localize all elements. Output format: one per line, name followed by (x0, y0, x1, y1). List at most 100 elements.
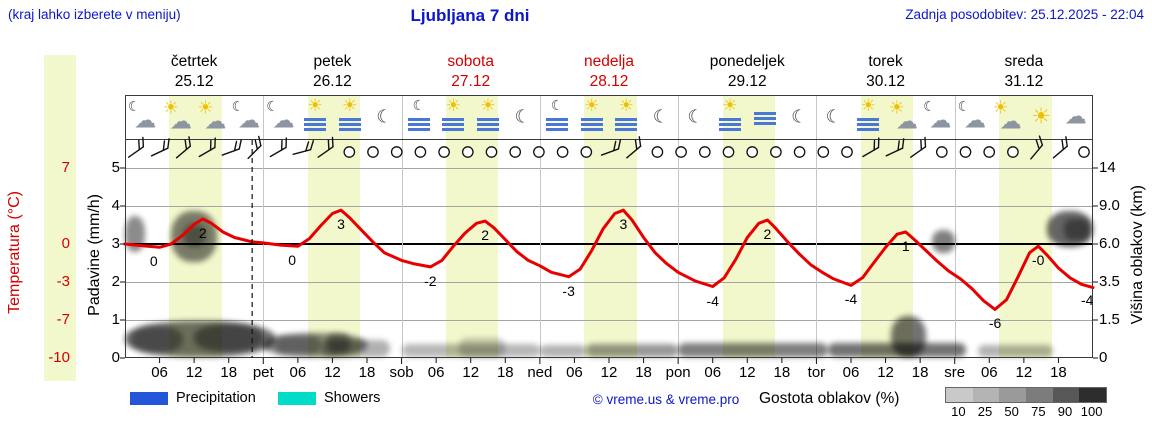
x-day-label: pon (665, 364, 691, 381)
weather-icon-cloud-moon: ☾ ☁ (124, 96, 160, 138)
weather-icon-fog-sun: ☀ (435, 96, 471, 138)
day-date: 28.12 (589, 73, 629, 90)
weather-icon-moon: ☾ (816, 96, 852, 138)
showers-label: Showers (324, 390, 381, 406)
temp-value-label: 3 (337, 216, 345, 233)
page-title: Ljubljana 7 dni (410, 6, 530, 25)
cloud-blob (274, 336, 321, 355)
weather-icon-fog-sun: ☀ (608, 96, 644, 138)
precip-axis-tick: 4 (111, 197, 120, 214)
weather-icon-sun-cloud: ☀ ☁ (989, 96, 1025, 138)
precip-axis-tick: 2 (111, 273, 120, 290)
temp-value-label: -6 (988, 315, 1002, 332)
x-tick-label: 12 (1015, 364, 1033, 381)
scale-segment (1052, 388, 1080, 402)
cloud-density-scale (945, 387, 1107, 403)
fog-line-icon (407, 118, 430, 121)
menu-hint: (kraj lahko izberete v meniju) (8, 7, 181, 22)
cloud-blob (459, 337, 506, 357)
weather-icon-sun-cloud: ☀ ☁ (193, 96, 229, 138)
x-tick-label: 06 (980, 364, 998, 381)
grid-line (125, 168, 1093, 169)
moon-icon: ☾ (923, 99, 936, 115)
credit-link[interactable]: © vreme.us & vreme.pro (592, 392, 740, 407)
fog-line-icon (857, 123, 880, 126)
fog-line-icon (304, 118, 327, 121)
temp-axis-tick: -10 (48, 349, 70, 366)
fog-line-icon (338, 118, 361, 121)
moon-icon: ☾ (652, 106, 669, 128)
cloud-icon: ☁ (169, 109, 192, 135)
scale-tick-label: 90 (1057, 404, 1073, 419)
cloud-blob (320, 340, 391, 357)
x-tick-label: 06 (427, 364, 445, 381)
temp-value-label: -0 (1032, 252, 1045, 269)
cloud-icon: ☁ (929, 108, 952, 134)
icon-band-divider (125, 139, 1093, 140)
sun-icon: ☀ (342, 96, 358, 116)
weather-icon-moon: ☾ (366, 96, 402, 138)
cloud-blob (263, 332, 367, 357)
cloud-blob (678, 342, 828, 357)
x-tick-label: 06 (704, 364, 722, 381)
moon-icon: ☾ (791, 106, 808, 128)
cloud-icon: ☁ (895, 109, 918, 135)
day-name: nedelja (584, 53, 634, 70)
cloud-icon: ☁ (999, 109, 1022, 135)
weather-icon-fog-sun: ☀ (332, 96, 368, 138)
moon-icon: ☾ (550, 98, 564, 114)
precip-axis-tick: 5 (111, 159, 120, 176)
x-day-label: tor (807, 364, 826, 381)
weather-icon-cloud-moon: ☾ ☁ (919, 96, 955, 138)
day-name: četrtek (170, 53, 218, 70)
sun-icon: ☀ (888, 97, 905, 119)
cloud-axis-tick: 0 (1099, 349, 1108, 366)
cloud-axis-tick: 3.5 (1099, 273, 1120, 290)
precip-axis-tick: 0 (111, 349, 120, 366)
temp-value-label: -4 (844, 291, 858, 308)
cloud-icon: ☁ (964, 108, 986, 134)
cloud-icon: ☁ (1064, 104, 1087, 130)
fog-line-icon (477, 123, 499, 126)
weather-icon-sun-cloud: ☀ ☁ (159, 96, 195, 138)
weather-icon-fog-moon: ☾ (539, 96, 575, 138)
fog-line-icon (304, 123, 327, 126)
x-tick-label: 18 (496, 364, 514, 381)
fog-line-icon (442, 118, 465, 121)
sun-icon: ☀ (1031, 104, 1052, 130)
moon-icon: ☾ (266, 99, 279, 115)
cloud-blob (326, 332, 350, 353)
cloud-blob (401, 344, 540, 357)
x-tick-label: 12 (600, 364, 618, 381)
moon-icon: ☾ (687, 106, 704, 128)
cloud-blob (585, 344, 679, 357)
fog-line-icon (407, 128, 430, 131)
cloud-blob (891, 316, 926, 357)
x-day-label: sre (944, 364, 966, 381)
day-date: 27.12 (451, 73, 491, 90)
weather-icon-fog-sun: ☀ (850, 96, 886, 138)
fog-line-icon (477, 128, 499, 131)
fog-line-icon (442, 123, 465, 126)
fog-line-icon (753, 112, 776, 115)
day-name: petek (313, 53, 352, 70)
x-tick-label: 18 (773, 364, 791, 381)
fog-line-icon (546, 118, 569, 121)
cloud-blob (539, 345, 586, 357)
cloud-axis-tick: 1.5 (1099, 311, 1120, 328)
fog-line-icon (753, 117, 776, 120)
fog-line-icon (615, 118, 638, 121)
temp-value-label: -4 (1081, 291, 1094, 308)
x-tick-label: 12 (738, 364, 756, 381)
legend-precipitation: Precipitation (130, 390, 256, 406)
fog-line-icon (753, 122, 776, 125)
day-name: sreda (1004, 53, 1044, 70)
precipitation-swatch (130, 391, 168, 405)
weather-icon-moon: ☾ (643, 96, 679, 138)
sun-icon: ☀ (992, 97, 1009, 119)
day-name: sobota (447, 53, 494, 70)
x-tick-label: 12 (877, 364, 894, 381)
x-tick-label: 12 (324, 364, 341, 381)
